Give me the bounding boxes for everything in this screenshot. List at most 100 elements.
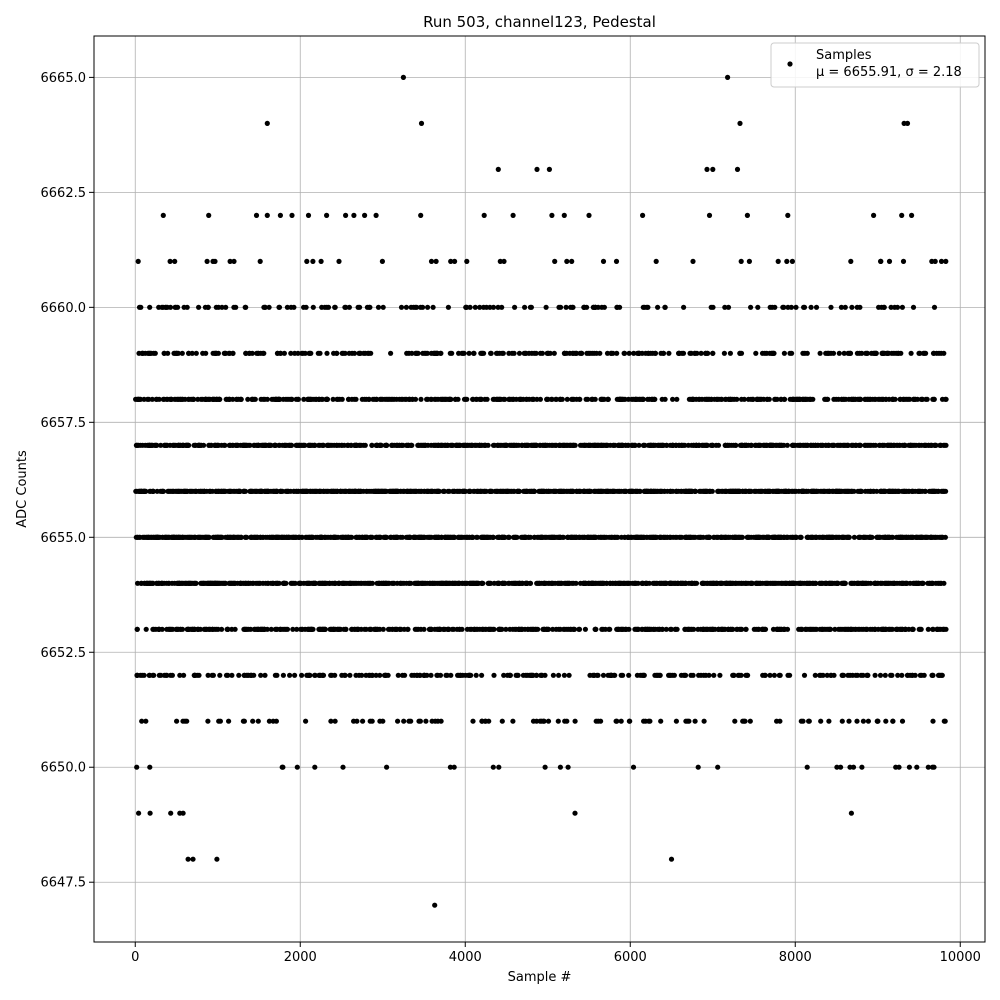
data-point [514, 488, 521, 494]
data-point [734, 626, 740, 632]
data-point [603, 488, 609, 494]
data-point [767, 672, 773, 678]
data-point [443, 672, 449, 678]
data-point [147, 442, 153, 448]
data-point [192, 442, 198, 448]
data-point [358, 442, 364, 448]
data-point [183, 580, 189, 586]
data-point [530, 718, 537, 724]
data-point [343, 488, 349, 494]
data-point [838, 534, 845, 540]
data-point [639, 580, 645, 586]
data-point [192, 488, 199, 494]
data-point [238, 396, 244, 402]
data-point [501, 580, 508, 586]
data-point [894, 626, 900, 632]
data-point [190, 626, 196, 632]
data-point [863, 580, 870, 586]
data-point [557, 442, 563, 448]
data-point [658, 580, 664, 586]
data-point [598, 442, 604, 448]
data-point [516, 350, 523, 356]
data-point [678, 488, 684, 494]
data-point [327, 626, 333, 632]
data-point [571, 626, 577, 632]
data-point [196, 442, 202, 448]
data-point [618, 396, 624, 402]
data-point [255, 626, 261, 632]
data-point [325, 442, 331, 448]
data-point [413, 534, 419, 540]
data-point [572, 442, 578, 448]
data-point [349, 626, 355, 632]
data-point [348, 580, 354, 586]
data-point [268, 626, 274, 632]
data-point [542, 764, 548, 770]
data-point [188, 488, 195, 494]
data-point [912, 396, 919, 402]
data-point [809, 488, 815, 494]
data-point [393, 534, 399, 540]
data-point [860, 718, 867, 724]
data-point [653, 672, 660, 678]
data-point [926, 580, 933, 586]
data-point [242, 488, 249, 494]
data-point [674, 488, 680, 494]
data-point [490, 764, 496, 770]
data-point [255, 534, 261, 540]
data-point [289, 396, 295, 402]
data-point [865, 718, 872, 724]
data-point [490, 396, 496, 402]
data-point [203, 534, 209, 540]
data-point [137, 442, 143, 448]
data-point [221, 350, 227, 356]
data-point [812, 672, 818, 678]
data-point [347, 488, 353, 494]
data-point [572, 718, 578, 724]
data-point [852, 626, 858, 632]
data-point [447, 350, 453, 356]
data-point [442, 396, 449, 402]
data-point [217, 672, 223, 678]
data-point [841, 350, 847, 356]
data-point [938, 580, 944, 586]
data-point [255, 488, 261, 494]
data-point [205, 672, 211, 678]
data-point [770, 580, 776, 586]
data-point [494, 488, 500, 494]
data-point [428, 626, 434, 632]
data-point [585, 534, 591, 540]
data-point [820, 442, 826, 448]
data-point [338, 534, 344, 540]
data-point [661, 442, 667, 448]
data-point [573, 580, 579, 586]
data-point [275, 534, 281, 540]
data-point [174, 488, 180, 494]
data-point [196, 672, 202, 678]
data-point [842, 626, 848, 632]
data-point [372, 396, 378, 402]
data-point [739, 488, 746, 494]
data-point [390, 580, 396, 586]
data-point [425, 396, 431, 402]
data-point [381, 534, 387, 540]
data-point [703, 396, 710, 402]
data-point [430, 580, 436, 586]
data-point [418, 626, 424, 632]
data-point [632, 396, 638, 402]
data-point [204, 488, 210, 494]
data-point [871, 580, 878, 586]
data-point [159, 534, 166, 540]
data-point [453, 442, 459, 448]
data-point [555, 718, 561, 724]
data-point [587, 488, 593, 494]
data-point [542, 442, 549, 448]
data-point [750, 396, 756, 402]
data-point [195, 626, 201, 632]
data-point [280, 580, 286, 586]
data-point [858, 488, 864, 494]
data-point [581, 580, 587, 586]
data-point [242, 442, 248, 448]
data-point [902, 626, 909, 632]
